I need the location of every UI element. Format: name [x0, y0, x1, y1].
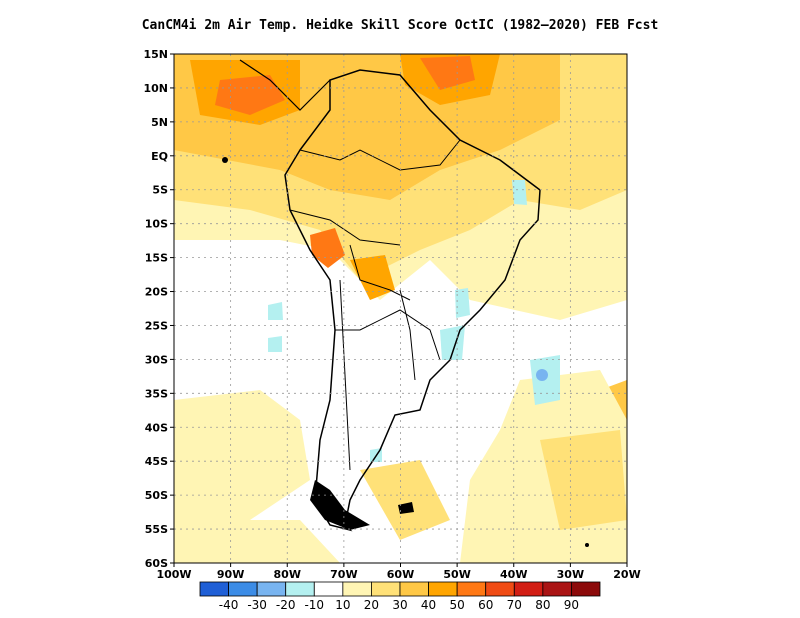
colorbar-swatch [485, 581, 515, 597]
lon-label: 20W [613, 568, 640, 581]
longitude-labels: 100W 90W 80W 70W 60W 50W 40W 30W 20W [156, 568, 640, 581]
lon-label: 40W [500, 568, 527, 581]
colorbar-swatch [542, 581, 572, 597]
colorbar-swatch [428, 581, 458, 597]
lat-label: 15S [145, 252, 168, 265]
latitude-labels: 15N 10N 5N EQ 5S 10S 15S 20S 25S 30S 35S 40S 45S 50S 5… [143, 48, 168, 570]
map-frame [173, 53, 628, 564]
lon-label: 50W [443, 568, 470, 581]
lat-label: 55S [145, 523, 168, 536]
colorbar-label: -30 [247, 598, 267, 612]
lon-label: 60W [387, 568, 414, 581]
lat-label: 5S [152, 184, 168, 197]
lat-label: 20S [145, 286, 168, 299]
colorbar-label: 50 [450, 598, 465, 612]
colorbar-label: 70 [507, 598, 522, 612]
lat-label: 45S [145, 455, 168, 468]
colorbar-label: -20 [276, 598, 296, 612]
colorbar-label: -40 [219, 598, 239, 612]
lon-label: 70W [330, 568, 357, 581]
colorbar-label: 20 [364, 598, 379, 612]
lon-label: 30W [557, 568, 584, 581]
colorbar-label: 60 [478, 598, 493, 612]
colorbar-swatch [571, 581, 601, 597]
lat-label: 10N [143, 82, 168, 95]
lon-label: 100W [156, 568, 191, 581]
lat-label: 5N [151, 116, 168, 129]
colorbar-label: 30 [392, 598, 407, 612]
colorbar-swatch [456, 581, 487, 597]
map-title: CanCM4i 2m Air Temp. Heidke Skill Score … [141, 18, 659, 33]
colorbar-swatch [228, 581, 258, 597]
colorbar-label: 90 [564, 598, 579, 612]
lat-label: 25S [145, 319, 168, 332]
lat-label: 40S [145, 421, 168, 434]
colorbar-swatch [399, 581, 429, 597]
lat-label: EQ [151, 150, 168, 163]
colorbar-label: -10 [304, 598, 324, 612]
colorbar-swatch [313, 581, 344, 597]
colorbar-swatch [285, 581, 315, 597]
colorbar-swatch [342, 581, 372, 597]
map-grid [170, 53, 628, 567]
colorbar-swatch [256, 581, 287, 597]
lat-label: 50S [145, 489, 168, 502]
lat-label: 35S [145, 387, 168, 400]
colorbar-swatch [513, 581, 544, 597]
colorbar-swatch [371, 581, 401, 597]
colorbar-label: 10 [335, 598, 350, 612]
lat-label: 15N [143, 48, 168, 61]
lat-label: 10S [145, 218, 168, 231]
lon-label: 80W [274, 568, 301, 581]
lat-label: 60S [145, 557, 168, 570]
colorbar: -40 -30 -20 -10 10 20 30 40 50 60 70 80 90 [199, 581, 601, 612]
colorbar-label: 80 [535, 598, 550, 612]
colorbar-swatch [199, 581, 229, 597]
colorbar-label: 40 [421, 598, 436, 612]
lon-label: 90W [217, 568, 244, 581]
lat-label: 30S [145, 353, 168, 366]
